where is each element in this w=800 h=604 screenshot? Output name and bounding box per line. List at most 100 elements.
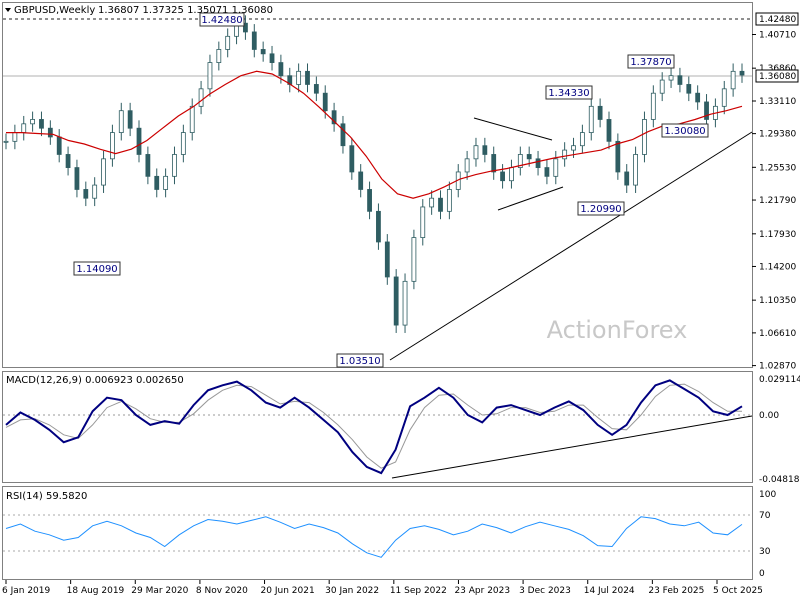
candle	[21, 123, 27, 133]
candle	[509, 167, 514, 182]
candle	[110, 132, 115, 160]
price-tick-label: 1.29380	[759, 130, 796, 140]
rsi-tick-label: 30	[759, 547, 771, 557]
candle	[491, 154, 497, 173]
candle	[704, 101, 709, 120]
candle	[553, 158, 559, 177]
candle	[562, 149, 568, 160]
candle	[438, 197, 443, 212]
candle	[482, 145, 488, 155]
price-annotations: 1.42480 1.14090 1.03510 1.34330 1.20990 …	[73, 12, 709, 368]
current-price-label: 1.36080	[759, 72, 796, 82]
macd-line	[5, 379, 743, 475]
candle	[464, 158, 470, 173]
candle	[526, 154, 532, 160]
candle	[198, 88, 204, 107]
high-price-box	[755, 12, 799, 26]
candle	[39, 119, 44, 129]
candle	[579, 132, 585, 147]
price-tick-label: 1.02870	[759, 362, 796, 372]
macd-panel	[2, 371, 753, 483]
candle	[349, 145, 355, 173]
time-tick-label: 18 Aug 2019	[67, 586, 125, 596]
candle	[260, 49, 266, 55]
candle	[243, 22, 248, 33]
candle	[730, 70, 736, 90]
candle	[251, 31, 257, 50]
time-tick-label: 8 Nov 2020	[196, 586, 248, 596]
rsi-title: RSI(14) 59.5820	[6, 491, 87, 502]
candle	[402, 280, 408, 326]
candle	[571, 145, 576, 151]
candle	[56, 136, 62, 155]
price-tick-label: 1.40710	[759, 30, 796, 40]
candle	[642, 119, 647, 155]
price-tick-label: 1.21790	[759, 196, 796, 206]
candle	[739, 70, 745, 76]
candle	[544, 167, 550, 177]
candle	[118, 110, 124, 133]
candle	[189, 105, 195, 133]
candle	[12, 132, 18, 142]
candle	[393, 276, 399, 326]
candle	[420, 206, 426, 238]
candle	[136, 127, 142, 155]
rsi-tick-label: 100	[759, 490, 776, 500]
candle	[92, 184, 98, 199]
candle	[384, 241, 390, 278]
candle	[473, 145, 479, 160]
candle	[225, 35, 231, 50]
price-tick-label: 1.17930	[759, 230, 796, 240]
annotation-label: 1.03510	[339, 356, 380, 367]
candle	[677, 75, 683, 85]
triangle-lower-line	[497, 186, 564, 211]
candle	[331, 110, 337, 125]
candle	[322, 92, 328, 112]
time-tick-label: 5 Oct 2025	[713, 586, 763, 596]
candle	[411, 237, 417, 282]
candle	[127, 110, 133, 129]
candle	[588, 105, 594, 133]
price-tick-label: 1.06610	[759, 329, 796, 339]
macd-title: MACD(12,26,9) 0.006923 0.002650	[6, 375, 184, 386]
macd-tick-label: -0.048189	[759, 475, 800, 485]
candle	[597, 105, 603, 120]
dropdown-arrow-icon[interactable]	[5, 8, 11, 12]
candle	[535, 158, 541, 168]
candle	[313, 84, 319, 94]
annotation-label: 1.42480	[201, 15, 242, 26]
candle	[207, 62, 213, 90]
candle	[65, 154, 71, 168]
candlestick-series	[3, 15, 745, 333]
macd-tick-label: 0.00	[759, 411, 779, 421]
price-tick-label: 1.25530	[759, 163, 796, 173]
candle	[615, 140, 621, 173]
candle	[695, 92, 701, 103]
candle	[296, 70, 302, 85]
candle	[83, 189, 89, 199]
annotation-label: 1.37870	[630, 57, 671, 68]
candle	[30, 119, 36, 125]
candle	[668, 75, 674, 81]
candle	[216, 49, 222, 63]
candle	[145, 154, 151, 177]
candle	[278, 62, 284, 77]
time-tick-label: 6 Jan 2019	[2, 586, 50, 596]
rsi-tick-label: 70	[759, 511, 771, 521]
ohlc-values: 1.36807 1.37325 1.35071 1.36080	[98, 5, 273, 16]
annotation-label: 1.20990	[580, 204, 621, 215]
candle	[367, 189, 372, 212]
time-tick-label: 30 Jan 2022	[325, 586, 379, 596]
watermark: ActionForex	[547, 316, 688, 344]
annotation-label: 1.30080	[664, 126, 705, 137]
price-tick-label: 1.10350	[759, 296, 796, 306]
candle	[606, 119, 612, 142]
candle	[172, 154, 177, 177]
candle	[340, 123, 346, 147]
candle	[659, 79, 665, 94]
candle	[101, 158, 106, 186]
macd-trendline	[391, 415, 753, 479]
candle	[429, 197, 435, 208]
candle	[686, 84, 692, 94]
